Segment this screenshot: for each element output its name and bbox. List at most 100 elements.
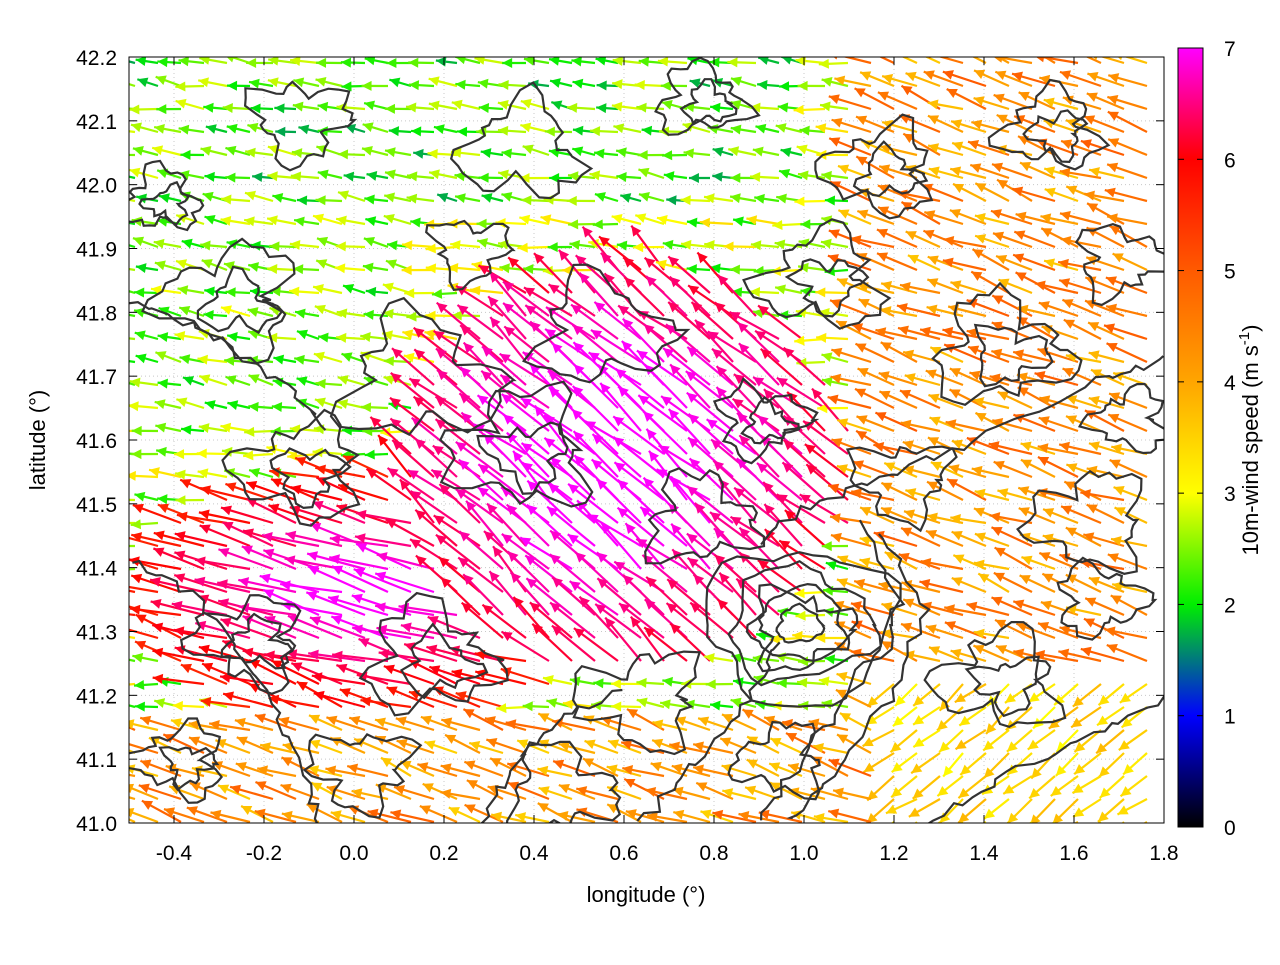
wind-vector-head	[131, 574, 142, 583]
wind-vector-head	[291, 172, 301, 182]
wind-vector-head	[315, 195, 325, 205]
y-tick-label: 41.7	[76, 366, 117, 389]
wind-vector	[550, 78, 572, 88]
y-tick-label: 41.3	[76, 622, 117, 645]
wind-vector-head	[352, 594, 363, 603]
wind-vector	[109, 76, 135, 86]
wind-vector	[903, 465, 940, 477]
wind-vector-head	[206, 124, 217, 134]
wind-vector-head	[498, 80, 508, 90]
wind-vector	[821, 171, 848, 181]
wind-vector-head	[1089, 350, 1100, 360]
wind-vector	[338, 191, 365, 201]
wind-vector-head	[548, 242, 558, 252]
wind-vector	[567, 196, 595, 206]
wind-vector-head	[157, 57, 167, 67]
y-tick-label: 42.2	[76, 47, 117, 70]
wind-vector	[363, 122, 388, 132]
wind-vector-head	[174, 449, 184, 459]
wind-vector-head	[315, 379, 325, 389]
wind-vector-head	[308, 650, 319, 660]
wind-vector-head	[272, 193, 283, 203]
wind-vector	[84, 605, 135, 615]
wind-vector	[365, 450, 388, 460]
wind-vector-head	[662, 150, 672, 160]
wind-vector	[336, 103, 365, 113]
wind-vector	[275, 127, 296, 137]
wind-vector-head	[273, 355, 284, 365]
wind-vector	[295, 309, 319, 319]
wind-vector	[290, 240, 319, 250]
wind-vector-head	[179, 306, 190, 315]
y-tick-label: 41.9	[76, 239, 117, 262]
wind-vector-head	[135, 702, 145, 712]
wind-vector-head	[539, 786, 550, 795]
wind-vector	[111, 284, 135, 294]
x-tick-label: 0.4	[519, 842, 549, 865]
wind-vector	[1028, 730, 1055, 750]
wind-vector-head	[689, 173, 699, 183]
wind-vector-head	[424, 740, 435, 749]
wind-vector-head	[828, 395, 839, 405]
wind-vector-head	[246, 58, 256, 68]
wind-vector	[136, 354, 158, 364]
wind-vector	[159, 193, 181, 203]
wind-vector	[816, 333, 848, 343]
wind-vector	[1038, 443, 1078, 454]
wind-vector-head	[294, 217, 305, 227]
wind-vector	[618, 480, 664, 523]
wind-vector-head	[134, 492, 145, 502]
wind-vector	[996, 255, 1032, 270]
wind-vector	[315, 379, 342, 389]
wind-vector	[176, 99, 204, 109]
wind-vector-head	[1060, 211, 1071, 221]
colorbar-tick-label: 7	[1224, 38, 1236, 61]
wind-vector-head	[545, 127, 555, 137]
wind-vector-head	[730, 173, 740, 183]
wind-vector	[575, 552, 618, 592]
wind-vector	[336, 333, 365, 343]
wind-vector	[156, 76, 181, 86]
wind-vector-head	[298, 125, 309, 135]
wind-vector-head	[822, 541, 832, 551]
wind-vector-head	[364, 310, 374, 320]
wind-vector-head	[593, 678, 603, 688]
wind-vector	[485, 716, 526, 730]
wind-vector	[1102, 822, 1124, 848]
wind-vector	[137, 78, 158, 88]
wind-vector	[663, 348, 710, 385]
wind-vector-head	[1071, 718, 1082, 728]
wind-vector	[751, 240, 779, 250]
wind-vector-head	[108, 332, 118, 342]
wind-vector	[384, 214, 411, 224]
wind-vector	[178, 285, 204, 295]
wind-vector-head	[502, 58, 512, 68]
wind-vector-head	[401, 623, 412, 633]
wind-vector	[199, 510, 250, 523]
wind-vector-head	[822, 377, 833, 387]
wind-vector	[1064, 46, 1101, 63]
wind-vector	[130, 378, 158, 388]
contour-line	[1058, 558, 1155, 640]
wind-vector	[1098, 799, 1124, 822]
wind-vector-head	[966, 602, 977, 612]
wind-vector-head	[486, 738, 497, 747]
wind-vector-head	[992, 163, 1003, 172]
wind-vector-head	[1041, 601, 1052, 610]
wind-vector	[753, 147, 779, 157]
wind-vector-head	[457, 127, 467, 137]
wind-vector	[132, 426, 158, 436]
wind-vector	[822, 541, 848, 551]
wind-vector	[1108, 73, 1147, 86]
wind-vector-head	[662, 677, 673, 687]
wind-vector-head	[1046, 829, 1057, 838]
wind-vector	[978, 574, 1009, 592]
wind-vector-head	[335, 263, 345, 273]
wind-vector-head	[156, 447, 167, 457]
wind-vector	[1035, 281, 1078, 293]
wind-vector	[828, 50, 871, 63]
wind-vector-shaft	[84, 609, 135, 615]
wind-vector-head	[293, 102, 304, 112]
wind-vector	[136, 56, 158, 66]
